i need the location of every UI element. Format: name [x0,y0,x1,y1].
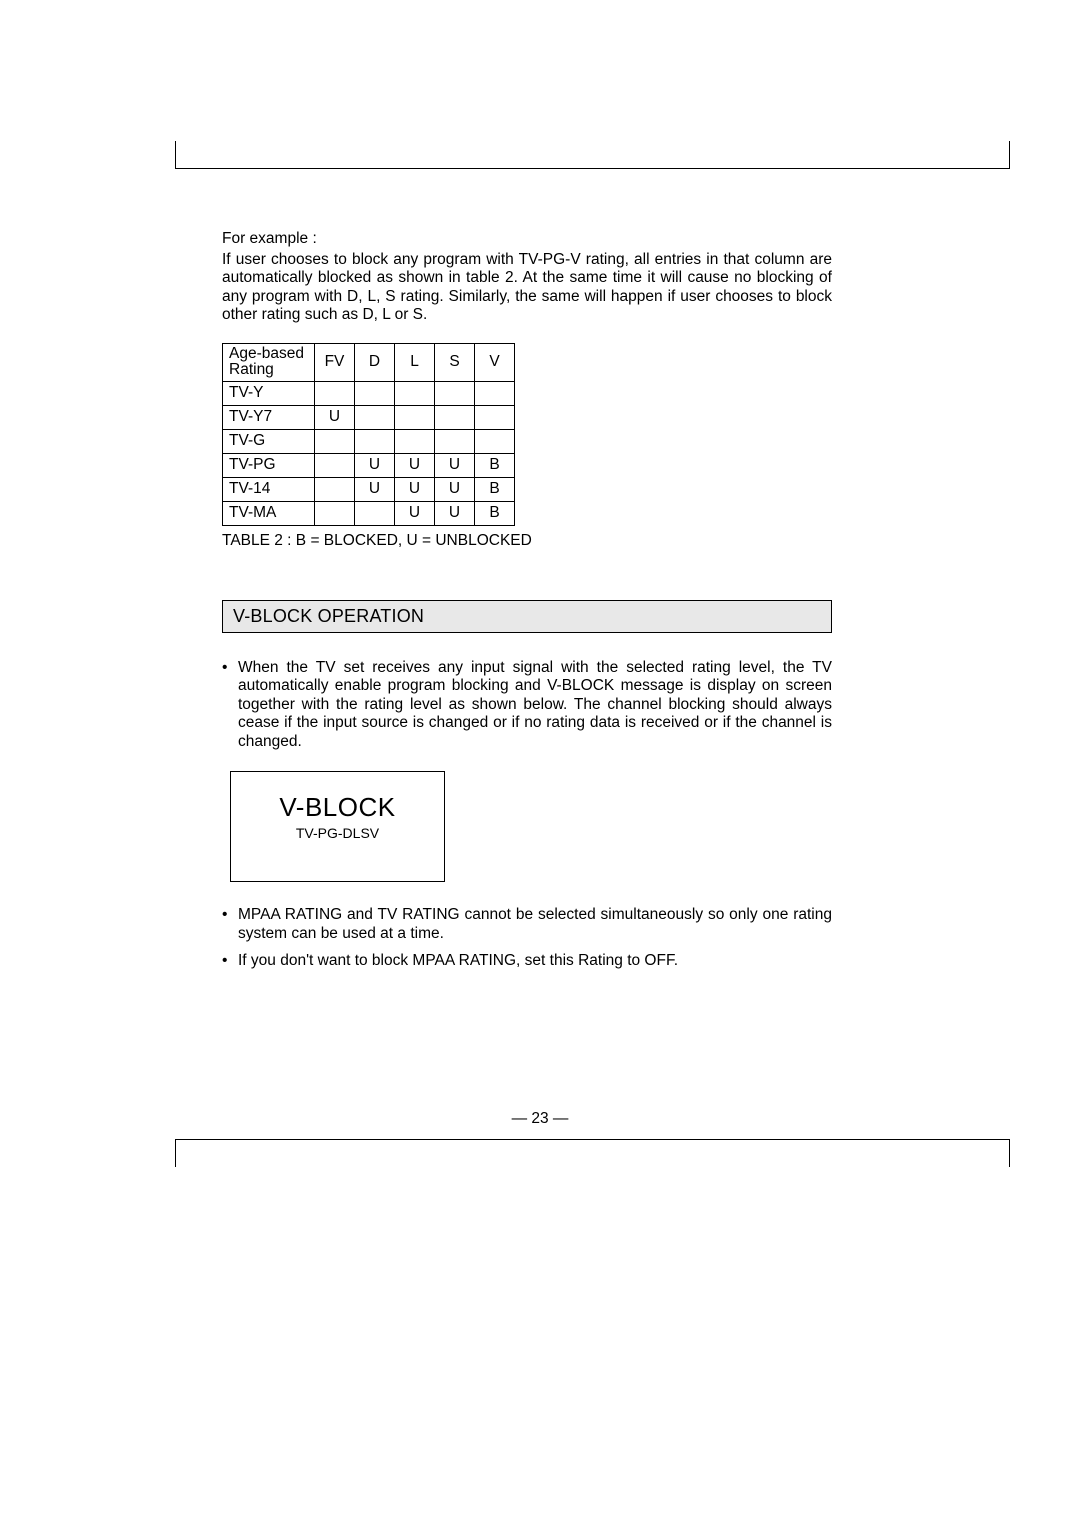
cell: U [395,453,435,477]
page-content: For example : If user chooses to block a… [222,230,832,978]
page-number: — 23 — [0,1110,1080,1128]
list-item: If you don't want to block MPAA RATING, … [222,952,832,971]
cell: U [435,453,475,477]
row-label: TV-Y7 [223,405,315,429]
list-item: When the TV set receives any input signa… [222,659,832,752]
cell [475,429,515,453]
row-label: TV-PG [223,453,315,477]
cell: B [475,477,515,501]
cell [315,381,355,405]
cell [355,429,395,453]
cell [315,429,355,453]
table-caption: TABLE 2 : B = BLOCKED, U = UNBLOCKED [222,532,832,550]
col-header: D [355,343,395,381]
cell [355,405,395,429]
cell [475,381,515,405]
cell [435,429,475,453]
table-row: TV-Y7 U [223,405,515,429]
row-label: TV-Y [223,381,315,405]
cell: U [395,501,435,525]
col-header: V [475,343,515,381]
cell [315,501,355,525]
cell: U [435,501,475,525]
cell: U [395,477,435,501]
cell: U [355,453,395,477]
intro-lead: For example : [222,230,832,249]
vblock-title: V-BLOCK [231,792,444,823]
vblock-message-box: V-BLOCK TV-PG-DLSV [230,771,445,882]
section-heading: V-BLOCK OPERATION [222,600,832,633]
cell [315,477,355,501]
cell: U [315,405,355,429]
table-row: TV-G [223,429,515,453]
table-row: TV-MA U U B [223,501,515,525]
table-row: TV-Y [223,381,515,405]
cell [435,405,475,429]
cell [355,381,395,405]
col-header: FV [315,343,355,381]
col-header: S [435,343,475,381]
bullet-list-bottom: MPAA RATING and TV RATING cannot be sele… [222,906,832,970]
list-item: MPAA RATING and TV RATING cannot be sele… [222,906,832,943]
table-header-row: Age-based Rating FV D L S V [223,343,515,381]
cell [435,381,475,405]
cell [315,453,355,477]
row-label: TV-G [223,429,315,453]
row-label: TV-MA [223,501,315,525]
vblock-subtitle: TV-PG-DLSV [231,825,444,841]
bullet-list-top: When the TV set receives any input signa… [222,659,832,752]
rating-table: Age-based Rating FV D L S V TV-Y TV-Y7 U… [222,343,515,526]
cell: U [355,477,395,501]
table-row: TV-PG U U U B [223,453,515,477]
cell [395,429,435,453]
cell [355,501,395,525]
cell [395,381,435,405]
cell: B [475,501,515,525]
table-row: TV-14 U U U B [223,477,515,501]
cell: U [435,477,475,501]
intro-body: If user chooses to block any program wit… [222,251,832,325]
row-label: TV-14 [223,477,315,501]
cell [395,405,435,429]
cell: B [475,453,515,477]
header-rowlabel: Age-based Rating [223,343,315,381]
col-header: L [395,343,435,381]
cell [475,405,515,429]
